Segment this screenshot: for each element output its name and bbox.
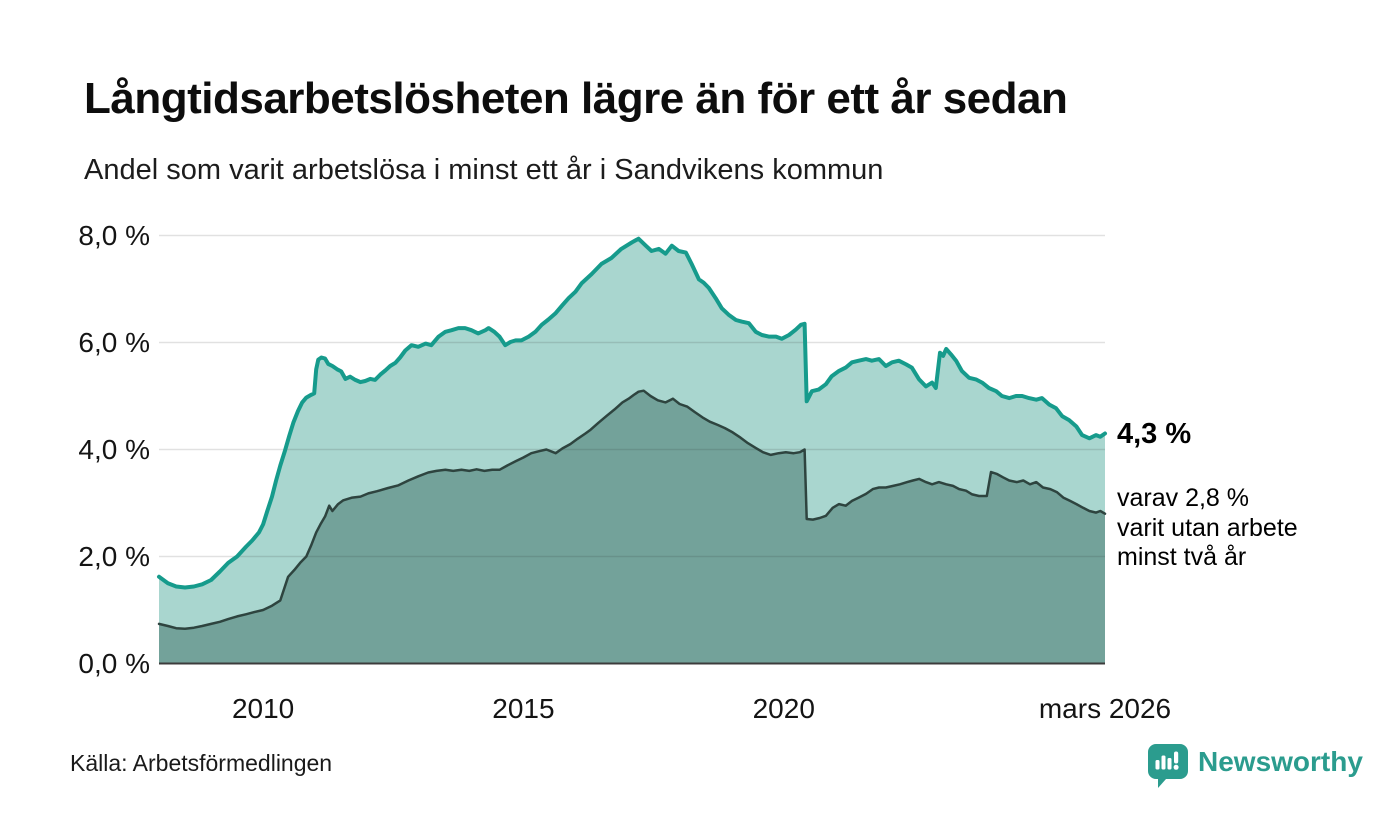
y-tick-label-4: 4,0 %	[78, 433, 150, 465]
page-title: Långtidsarbetslösheten lägre än för ett …	[84, 74, 1068, 123]
chart-subtitle: Andel som varit arbetslösa i minst ett å…	[84, 154, 884, 186]
newsworthy-logo-icon	[1148, 744, 1188, 788]
x-tick-label-2020: 2020	[752, 693, 815, 724]
series-area-1	[159, 390, 1105, 664]
secondary-value-label: varav 2,8 % varit utan arbete minst två …	[1117, 484, 1298, 571]
x-tick-label-2010: 2010	[231, 693, 295, 724]
series-line-1	[157, 389, 1107, 630]
brand-logo: Newsworthy	[1146, 742, 1363, 790]
x-tick-label-mars-2026: mars 2026	[1038, 693, 1172, 724]
y-tick-label-6: 6,0 %	[78, 326, 150, 358]
series-line-0	[157, 236, 1107, 590]
y-tick-label-2: 2,0 %	[78, 540, 150, 572]
x-tick-label-2015: 2015	[492, 693, 555, 724]
y-tick-label-8: 8,0 %	[78, 219, 150, 251]
source-credit: Källa: Arbetsförmedlingen	[70, 750, 333, 776]
y-tick-label-0: 0,0 %	[78, 647, 150, 679]
brand-name: Newsworthy	[1198, 746, 1363, 777]
latest-value-label: 4,3 %	[1117, 418, 1192, 450]
